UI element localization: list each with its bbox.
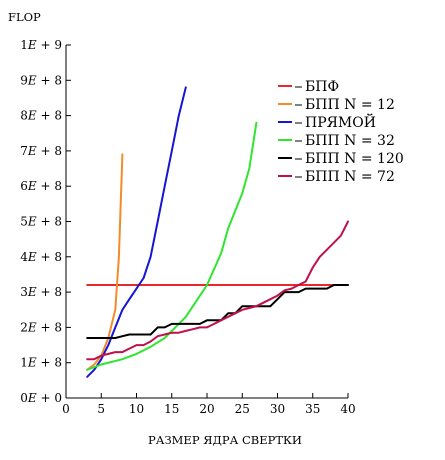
x-tick-label: 35 [305,402,320,416]
legend-label: БПП N = 32 [305,133,395,149]
legend-label: БПП N = 12 [305,97,395,113]
series-line [86,121,258,371]
legend-label: ПРЯМОЙ [305,112,376,131]
legend-label: БПФ [305,79,339,95]
x-axis-title: РАЗМЕР ЯДРА СВЕРТКИ [148,433,302,447]
y-tick-label: 1E + 8 [20,356,62,370]
x-tick-label: 20 [199,402,214,416]
y-tick-label: 0E + 0 [20,391,62,405]
y-tick-label: 7E + 8 [20,144,62,158]
axis-ticks: 0E + 0 1E + 8 2E + 8 3E + 8 4E + 8 5E + 8 6E +… [20,38,355,416]
x-tick-label: 10 [129,402,144,416]
y-tick-label: 3E + 8 [20,285,62,299]
x-tick-label: 0 [62,402,70,416]
y-tick-label: 2E + 8 [20,320,62,334]
x-tick-label: 25 [235,402,250,416]
y-axis-title: FLOP [8,10,41,24]
x-tick-label: 40 [340,402,355,416]
y-tick-label: 8E + 8 [20,109,62,123]
y-tick-label: 4E + 8 [20,250,62,264]
legend-label: БПП N = 72 [305,169,395,185]
series-line [86,220,349,361]
x-tick-label: 15 [164,402,179,416]
y-tick-label: 5E + 8 [20,215,62,229]
series-line [86,284,349,339]
y-tick-label: 9E + 8 [20,73,62,87]
x-tick-label: 30 [270,402,285,416]
y-tick-label: 1E + 9 [20,38,62,52]
legend-label: БПП N = 120 [305,151,404,167]
y-tick-label: 6E + 8 [20,179,62,193]
x-tick-label: 5 [97,402,105,416]
series-lines [86,86,349,378]
